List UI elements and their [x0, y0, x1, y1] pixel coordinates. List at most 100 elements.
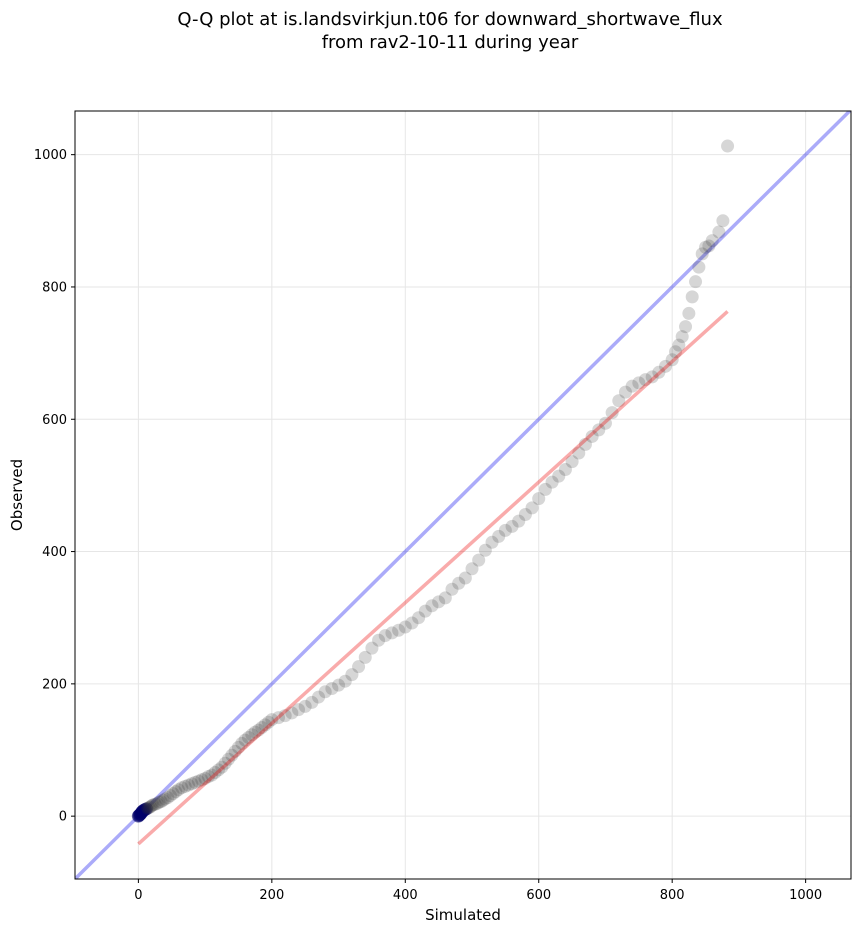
qq-point — [412, 611, 426, 625]
qq-point — [695, 247, 709, 261]
qq-point — [205, 768, 219, 782]
qq-point — [618, 385, 632, 399]
qq-point — [578, 437, 592, 451]
x-tick-label: 400 — [393, 888, 418, 903]
qq-point — [538, 482, 552, 496]
qq-point — [372, 633, 386, 647]
qq-point — [255, 721, 269, 735]
qq-point — [485, 535, 499, 549]
qq-point — [325, 681, 339, 695]
qq-point — [692, 260, 706, 274]
qq-point — [585, 429, 599, 443]
qq-point — [225, 748, 239, 762]
qq-point — [265, 713, 279, 727]
qq-point — [338, 674, 352, 688]
qq-point — [150, 797, 164, 811]
qq-point — [392, 623, 406, 637]
qq-point — [139, 802, 153, 816]
y-tick-label: 600 — [42, 413, 67, 428]
fit-line — [137, 310, 729, 846]
qq-point — [425, 599, 439, 613]
qq-point — [492, 529, 506, 543]
qq-point — [682, 306, 696, 320]
qq-point — [669, 345, 683, 359]
qq-point — [201, 769, 215, 783]
qq-point — [378, 629, 392, 643]
qq-point — [312, 690, 326, 704]
qq-point — [565, 455, 579, 469]
y-axis-label: Observed — [8, 459, 26, 531]
qq-point — [152, 795, 166, 809]
qq-point — [365, 641, 379, 655]
plot-frame — [74, 110, 852, 880]
qq-point — [258, 718, 272, 732]
qq-point — [612, 394, 626, 408]
qq-point — [592, 423, 606, 437]
qq-point — [163, 789, 177, 803]
x-tick-label: 0 — [134, 888, 142, 903]
axis-ticks: 0 200 400 600 800 1000 0 200 400 600 800 1000 — [34, 148, 822, 903]
qq-point — [512, 514, 526, 528]
qq-point — [432, 595, 446, 609]
qq-point — [198, 771, 212, 785]
qq-point — [171, 783, 185, 797]
y-tick-label: 0 — [59, 810, 67, 825]
x-tick-label: 600 — [526, 888, 551, 903]
y-tick-label: 1000 — [34, 148, 67, 163]
qq-point — [235, 736, 249, 750]
qq-point — [318, 685, 332, 699]
qq-point — [352, 660, 366, 674]
qq-point — [358, 650, 372, 664]
qq-point — [156, 793, 170, 807]
qq-point — [679, 320, 693, 334]
chart-title: Q-Q plot at is.landsvirkjun.t06 for down… — [177, 9, 723, 30]
qq-point — [605, 406, 619, 420]
qq-point — [261, 715, 275, 729]
qq-point — [154, 795, 168, 809]
qq-point — [158, 792, 172, 806]
qq-point — [689, 275, 703, 289]
qq-point — [285, 706, 299, 720]
qq-point — [638, 373, 652, 387]
qq-point — [675, 330, 689, 344]
y-tick-label: 200 — [42, 677, 67, 692]
qq-point — [672, 338, 686, 352]
qq-point — [702, 239, 716, 253]
qq-point — [625, 379, 639, 393]
qq-point — [188, 775, 202, 789]
qq-point — [398, 620, 412, 634]
qq-point — [545, 475, 559, 489]
qq-point — [716, 214, 730, 228]
qq-point — [452, 576, 466, 590]
qq-point — [712, 225, 726, 239]
qq-point — [532, 492, 546, 506]
qq-point — [218, 756, 232, 770]
qq-point — [278, 709, 292, 723]
qq-point — [518, 508, 532, 522]
qq-point — [175, 781, 189, 795]
qq-point — [721, 139, 735, 153]
qq-point — [292, 703, 306, 717]
qq-point — [142, 801, 156, 815]
qq-point — [169, 785, 183, 799]
qq-point — [418, 604, 432, 618]
qq-point — [248, 725, 262, 739]
qq-point — [241, 730, 255, 744]
qq-point — [498, 523, 512, 537]
qq-point — [305, 695, 319, 709]
qq-point — [228, 744, 242, 758]
x-tick-label: 200 — [259, 888, 284, 903]
qq-point — [185, 777, 199, 791]
qq-point — [685, 290, 699, 304]
qq-point — [143, 800, 157, 814]
qq-point — [195, 773, 209, 787]
qq-point — [211, 763, 225, 777]
qq-point — [665, 353, 679, 367]
x-tick-label: 800 — [660, 888, 685, 903]
qq-point — [458, 571, 472, 585]
qq-point — [238, 733, 252, 747]
qq-point — [465, 562, 479, 576]
qq-point — [146, 798, 160, 812]
qq-point — [699, 240, 713, 254]
